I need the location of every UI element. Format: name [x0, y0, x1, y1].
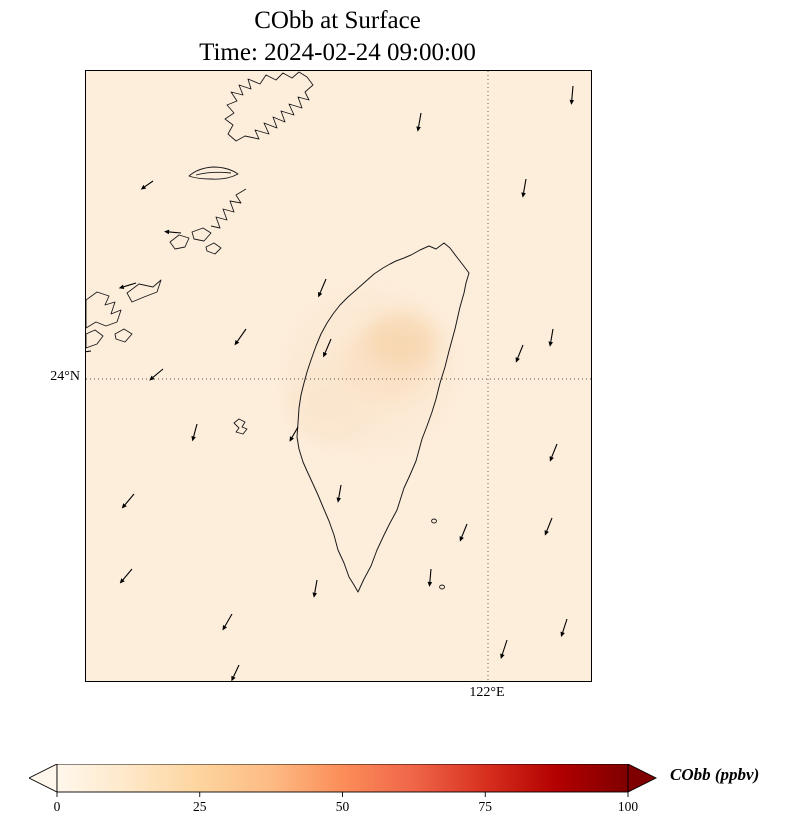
wind-arrow [118, 282, 137, 290]
coastline-fragment [233, 418, 248, 435]
plot-title-line-2: Time: 2024-02-24 09:00:00 [199, 39, 476, 66]
colorbar-tick-label: 0 [53, 799, 61, 814]
wind-arrow [549, 443, 558, 462]
concentration-field-patches [281, 286, 461, 456]
wind-arrow [521, 178, 527, 198]
coastline-fragment [86, 279, 162, 349]
coastline-taiwan [296, 242, 470, 593]
wind-arrows-group [86, 85, 575, 681]
wind-arrow [548, 328, 554, 347]
lon-gridline-label: 122°E [469, 685, 505, 700]
colorbar-tick-label: 75 [478, 799, 493, 814]
wind-arrow [318, 278, 327, 298]
wind-arrow [231, 664, 240, 681]
coastline-fragment [210, 188, 247, 229]
colorbar-tick-label: 50 [335, 799, 350, 814]
wind-arrow [121, 493, 135, 509]
wind-arrow [164, 229, 182, 235]
coastline-fragment [431, 518, 445, 590]
coastline-fragment [169, 227, 222, 255]
colorbar-under-arrow [27, 763, 58, 793]
lat-gridline-label: 24°N [50, 369, 80, 384]
colorbar [27, 763, 658, 805]
concentration-patch [365, 313, 437, 369]
gridlines-group [86, 71, 591, 681]
wind-arrow [459, 523, 468, 542]
concentration-patch [285, 363, 377, 443]
map-svg [86, 71, 591, 681]
wind-arrow [416, 112, 422, 132]
map-panel [85, 70, 592, 682]
wind-arrow [500, 639, 508, 660]
wind-arrow [312, 579, 318, 598]
wind-arrow [569, 85, 575, 105]
wind-arrow [323, 338, 332, 358]
wind-arrow [119, 568, 133, 584]
colorbar-label: CObb (ppbv) [670, 765, 760, 784]
wind-arrow [140, 180, 154, 190]
coastline-fragment [188, 166, 239, 180]
wind-arrow [234, 328, 247, 346]
wind-arrow [149, 368, 164, 381]
coastline-fragment [224, 71, 314, 142]
colorbar-gradient-bar [56, 763, 629, 793]
colorbar-tick-marks [56, 792, 629, 797]
coastlines-group [86, 71, 470, 593]
wind-arrow [289, 426, 299, 442]
colorbar-svg [27, 763, 658, 797]
wind-arrow [191, 423, 198, 442]
wind-arrow [560, 618, 568, 638]
plot-title-line-1: CObb at Surface [254, 7, 421, 34]
wind-arrow [427, 568, 433, 587]
wind-arrow [86, 350, 92, 353]
colorbar-tick-label: 25 [193, 799, 207, 814]
wind-arrow [544, 517, 553, 536]
wind-arrow [515, 344, 524, 363]
wind-arrow [222, 613, 233, 631]
colorbar-tick-label: 100 [617, 799, 639, 814]
wind-arrow [336, 484, 342, 503]
colorbar-over-arrow [627, 763, 658, 793]
